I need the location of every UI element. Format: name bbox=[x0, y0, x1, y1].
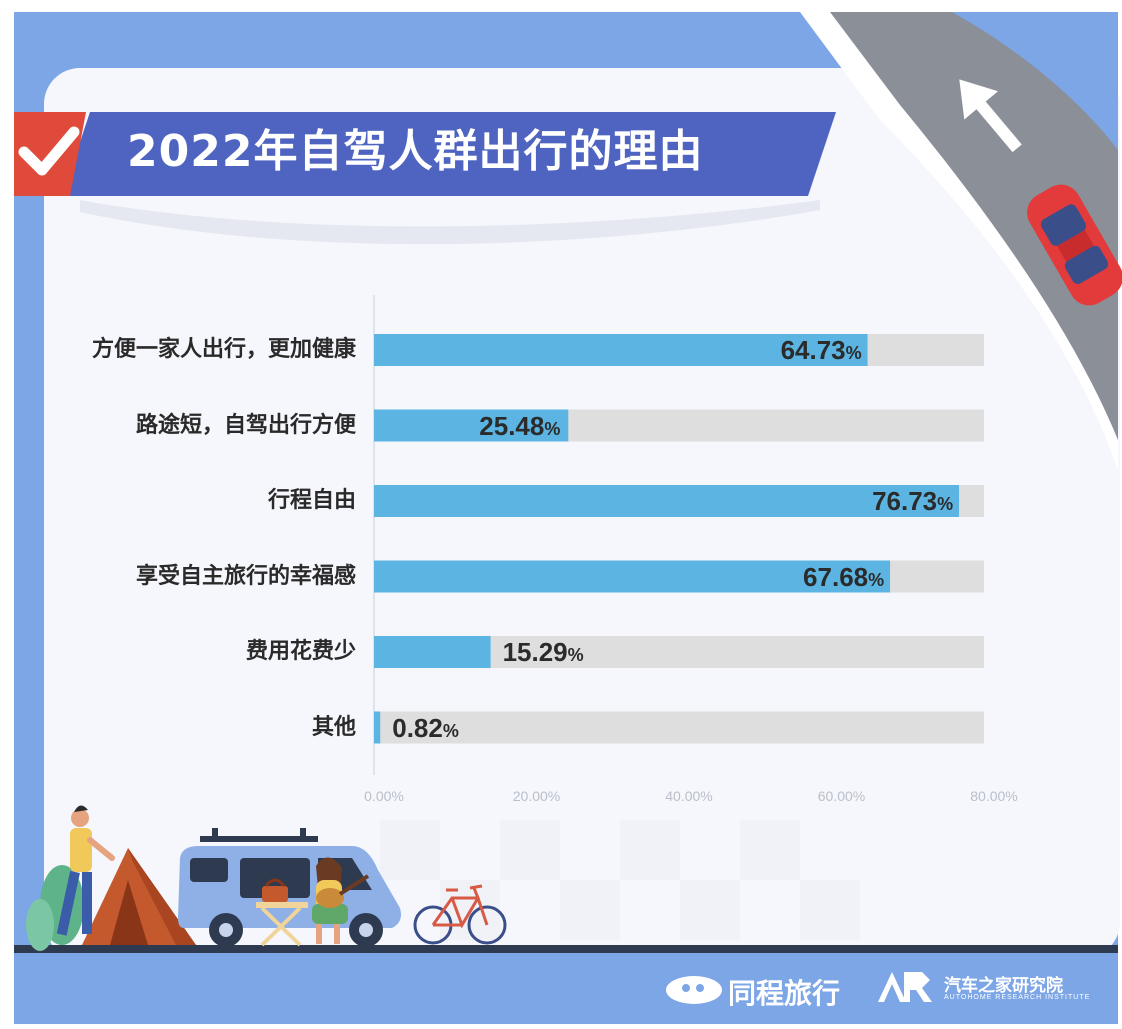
bar-track bbox=[374, 711, 984, 744]
value-label: 76.73% bbox=[872, 484, 953, 523]
value-label: 0.82% bbox=[392, 711, 459, 750]
bar bbox=[374, 409, 569, 442]
tongcheng-logo-icon bbox=[666, 976, 722, 1004]
autohome-logo-text: 汽车之家研究院 bbox=[944, 976, 1063, 996]
value-number: 64.73 bbox=[780, 335, 846, 365]
category-label: 行程自由 bbox=[267, 488, 356, 513]
x-tick-label: 0.00% bbox=[364, 788, 404, 804]
value-unit: % bbox=[868, 569, 885, 590]
bar bbox=[374, 334, 868, 366]
value-label: 25.48% bbox=[479, 409, 560, 448]
guitar-player-icon bbox=[312, 857, 370, 944]
logo-strip bbox=[14, 953, 1118, 1024]
value-number: 76.73 bbox=[872, 486, 938, 516]
table-icon bbox=[256, 878, 308, 947]
value-unit: % bbox=[567, 645, 584, 665]
value-unit: % bbox=[442, 720, 459, 741]
x-tick-label: 80.00% bbox=[970, 788, 1018, 804]
value-unit: % bbox=[544, 418, 561, 439]
car-icon bbox=[1027, 184, 1122, 306]
category-label: 享受自主旅行的幸福感 bbox=[135, 563, 356, 589]
bar bbox=[374, 560, 891, 593]
bars-group bbox=[374, 334, 984, 744]
person-icon bbox=[56, 805, 115, 936]
road-arrow-icon bbox=[959, 79, 1022, 153]
tongcheng-logo-text: 同程旅行 bbox=[728, 977, 841, 1010]
road bbox=[800, 12, 1118, 470]
value-label: 67.68% bbox=[803, 560, 884, 599]
value-unit: % bbox=[845, 343, 862, 363]
chart-title: 2022年自驾人群出行的理由 bbox=[127, 126, 704, 177]
checkmark-icon bbox=[18, 126, 80, 176]
value-number: 25.48 bbox=[479, 410, 545, 441]
x-tick-label: 40.00% bbox=[665, 788, 713, 804]
x-tick-label: 20.00% bbox=[512, 788, 561, 804]
category-label: 方便一家人出行，更加健康 bbox=[91, 337, 356, 362]
value-label: 15.29% bbox=[503, 635, 584, 674]
bar bbox=[374, 711, 381, 744]
value-number: 0.82 bbox=[392, 712, 443, 743]
autohome-logo-subtext: AUTOHOME RESEARCH INSTITUTE bbox=[944, 994, 1091, 1001]
value-number: 15.29 bbox=[502, 637, 568, 667]
category-label: 路途短，自驾出行方便 bbox=[135, 412, 356, 438]
category-label: 其他 bbox=[311, 714, 356, 740]
bar bbox=[374, 485, 960, 517]
checker-pattern bbox=[380, 820, 860, 940]
value-number: 67.68 bbox=[803, 561, 869, 592]
bottom-illustration bbox=[14, 805, 1118, 953]
bar bbox=[374, 636, 491, 668]
autohome-logo-icon bbox=[878, 972, 906, 1002]
value-label: 64.73% bbox=[781, 333, 862, 372]
value-unit: % bbox=[937, 494, 954, 514]
x-tick-label: 60.00% bbox=[817, 788, 866, 804]
bicycle-icon bbox=[413, 884, 507, 945]
title-banner bbox=[62, 112, 836, 196]
category-label: 费用花费少 bbox=[245, 639, 356, 664]
